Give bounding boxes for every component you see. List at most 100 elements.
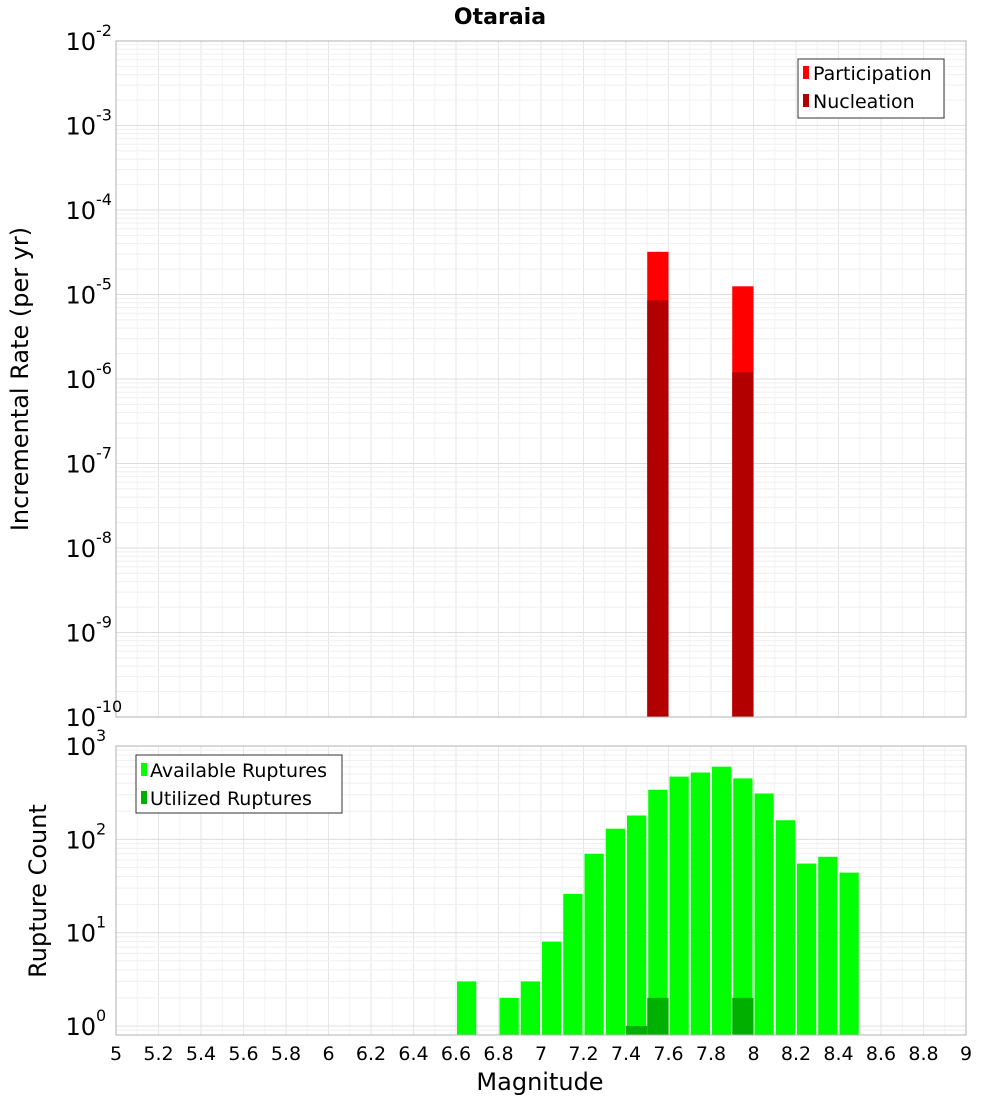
- legend-label-utilized-ruptures: Utilized Ruptures: [150, 788, 312, 810]
- bottom-y-tick-base: 10: [65, 920, 96, 948]
- top-y-tick-exponent: -4: [96, 190, 112, 209]
- bottom-y-tick-base: 10: [65, 826, 96, 854]
- x-tick-label: 7: [535, 1043, 547, 1065]
- legend-label-available-ruptures: Available Ruptures: [150, 760, 327, 782]
- bar-available-ruptures: [520, 981, 540, 1035]
- bar-available-ruptures: [754, 793, 774, 1035]
- bottom-y-tick-label: 10 0: [65, 1006, 106, 1041]
- x-tick-label: 6.8: [483, 1043, 513, 1065]
- x-tick-label: 5.2: [143, 1043, 173, 1065]
- x-tick-label: 8: [747, 1043, 759, 1065]
- top-bars: [647, 251, 754, 717]
- top-y-tick-base: 10: [65, 282, 96, 310]
- top-y-tick-exponent: -9: [96, 613, 112, 632]
- bar-available-ruptures: [499, 997, 519, 1035]
- bar-available-ruptures: [818, 856, 838, 1035]
- bar-available-ruptures: [712, 766, 732, 1035]
- top-y-tick-exponent: -3: [96, 106, 112, 125]
- top-y-tick-label: 10 -10: [65, 697, 122, 732]
- top-y-tick-label: 10 -9: [65, 613, 112, 648]
- bottom-x-ticks: 5 5.2 5.4 5.6 5.8 6 6.2 6.4 6.6 6.8 7 7.2 7.4 7.6 7.8 8…: [110, 1043, 972, 1065]
- top-y-tick-label: 10 -7: [65, 444, 112, 479]
- x-tick-label: 8.4: [823, 1043, 853, 1065]
- top-legend: Participation Nucleation: [797, 58, 945, 119]
- x-tick-label: 5.6: [228, 1043, 258, 1065]
- top-y-tick-label: 10 -2: [65, 21, 112, 56]
- x-tick-label: 7.6: [653, 1043, 683, 1065]
- top-y-tick-base: 10: [65, 535, 96, 563]
- legend-label-nucleation: Nucleation: [813, 91, 915, 113]
- legend-swatch-nucleation: [803, 94, 809, 107]
- x-tick-label: 7.4: [611, 1043, 641, 1065]
- top-y-tick-exponent: -10: [96, 697, 122, 716]
- bar-available-ruptures: [690, 772, 710, 1035]
- top-y-tick-exponent: -5: [96, 275, 112, 294]
- top-y-tick-base: 10: [65, 451, 96, 479]
- bar-utilized-ruptures: [626, 1025, 648, 1035]
- x-tick-label: 8.2: [781, 1043, 811, 1065]
- legend-swatch-utilized-ruptures: [141, 791, 147, 804]
- x-tick-label: 7.2: [568, 1043, 598, 1065]
- x-tick-label: 6.6: [441, 1043, 471, 1065]
- top-y-tick-base: 10: [65, 704, 96, 732]
- bottom-y-tick-base: 10: [65, 733, 96, 761]
- legend-swatch-participation: [803, 66, 809, 79]
- top-y-tick-label: 10 -5: [65, 275, 112, 310]
- bottom-y-tick-base: 10: [65, 1013, 96, 1041]
- bar-nucleation: [732, 372, 754, 717]
- top-y-tick-base: 10: [65, 28, 96, 56]
- bottom-legend: Available Ruptures Utilized Ruptures: [135, 754, 343, 814]
- bar-available-ruptures: [669, 776, 689, 1035]
- bottom-legend-box: [135, 754, 343, 814]
- x-tick-label: 6.4: [398, 1043, 428, 1065]
- top-y-tick-label: 10 -8: [65, 528, 112, 563]
- bar-available-ruptures: [542, 941, 562, 1035]
- bottom-y-tick-exponent: 2: [96, 819, 106, 838]
- bar-available-ruptures: [775, 820, 795, 1035]
- bar-utilized-ruptures: [732, 997, 754, 1035]
- top-y-tick-exponent: -6: [96, 359, 112, 378]
- bottom-y-tick-exponent: 0: [96, 1006, 106, 1025]
- bar-available-ruptures: [733, 778, 753, 1035]
- legend-label-participation: Participation: [813, 63, 932, 85]
- bottom-y-tick-exponent: 3: [96, 726, 106, 745]
- x-tick-label: 5.4: [186, 1043, 216, 1065]
- top-y-tick-base: 10: [65, 620, 96, 648]
- bar-available-ruptures: [563, 893, 583, 1035]
- top-y-tick-base: 10: [65, 113, 96, 141]
- bar-available-ruptures: [457, 981, 477, 1035]
- top-plot-frame: [115, 40, 967, 718]
- bar-available-ruptures: [627, 815, 647, 1035]
- bottom-plot-frame: [115, 745, 967, 1036]
- top-y-tick-exponent: -2: [96, 21, 112, 40]
- x-axis-label: Magnitude: [476, 1068, 603, 1096]
- bar-available-ruptures: [797, 863, 817, 1035]
- top-y-axis-label: Incremental Rate (per yr): [6, 227, 34, 531]
- legend-swatch-available-ruptures: [141, 763, 147, 776]
- x-tick-label: 5.8: [271, 1043, 301, 1065]
- bottom-bars: [457, 766, 859, 1035]
- top-y-tick-base: 10: [65, 366, 96, 394]
- top-gridlines: [115, 40, 967, 718]
- bottom-y-tick-label: 10 3: [65, 726, 106, 761]
- top-y-tick-exponent: -7: [96, 444, 112, 463]
- bar-available-ruptures: [584, 853, 604, 1035]
- top-y-tick-label: 10 -3: [65, 106, 112, 141]
- top-y-tick-exponent: -8: [96, 528, 112, 547]
- top-y-tick-label: 10 -4: [65, 190, 112, 225]
- x-tick-label: 8.8: [908, 1043, 938, 1065]
- x-tick-label: 8.6: [866, 1043, 896, 1065]
- bar-nucleation: [647, 300, 669, 717]
- bar-available-ruptures: [839, 872, 859, 1035]
- bottom-y-tick-label: 10 2: [65, 819, 106, 854]
- top-legend-box: [797, 58, 945, 119]
- bar-utilized-ruptures: [647, 997, 669, 1035]
- bottom-y-tick-exponent: 1: [96, 913, 106, 932]
- x-tick-label: 6: [322, 1043, 334, 1065]
- x-tick-label: 6.2: [356, 1043, 386, 1065]
- x-tick-label: 7.8: [696, 1043, 726, 1065]
